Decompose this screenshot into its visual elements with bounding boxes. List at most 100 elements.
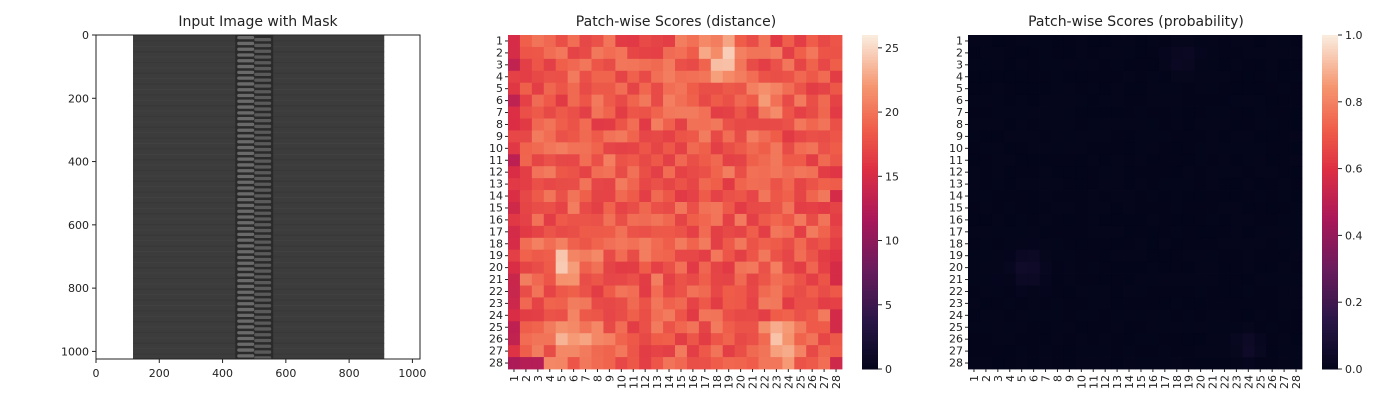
zipper-tooth [254, 257, 272, 262]
x-tick-label: 15 [675, 375, 688, 389]
heatmap-cell [1111, 237, 1124, 251]
heatmap-cell [1278, 321, 1291, 334]
colorbar-gradient-step [1322, 335, 1338, 339]
heatmap-cell [770, 261, 783, 274]
heatmap-cell [734, 130, 747, 143]
colorbar-gradient-step [1322, 118, 1338, 122]
colorbar-gradient-step [862, 260, 878, 264]
heatmap-cell [543, 285, 557, 298]
y-tick-label: 1 [956, 34, 963, 47]
heatmap-cell [782, 345, 795, 358]
heatmap-cell [1218, 190, 1231, 203]
colorbar-gradient-step [1322, 179, 1338, 184]
heatmap-cell [591, 58, 604, 72]
heatmap-cell [1158, 70, 1172, 84]
y-tick-label: 10 [489, 142, 503, 155]
heatmap-cell [1135, 130, 1148, 143]
y-tick-label: 7 [496, 106, 503, 119]
heatmap-cell [591, 166, 604, 179]
heatmap-cell [794, 202, 807, 215]
heatmap-cell [1230, 345, 1243, 358]
heatmap-cell [979, 166, 993, 179]
heatmap-cell [818, 94, 831, 107]
colorbar-gradient-step [1322, 76, 1338, 81]
heatmap-cell [1123, 166, 1136, 179]
zipper-tooth [254, 78, 272, 82]
heatmap-cell [1123, 333, 1136, 346]
heatmap-cell [603, 285, 616, 298]
heatmap-cell [663, 285, 676, 298]
zipper-tooth [237, 250, 255, 254]
heatmap-cell [1123, 190, 1136, 203]
heatmap-cell [1063, 82, 1076, 96]
heatmap-cell [519, 106, 533, 119]
x-tick-label: 21 [1207, 375, 1220, 389]
heatmap-cell [710, 249, 724, 263]
heatmap-cell [770, 297, 783, 310]
colorbar-gradient-step [1322, 302, 1338, 306]
heatmap-cell [1111, 58, 1124, 72]
zipper-tooth [237, 232, 255, 236]
heatmap-cell [1266, 154, 1279, 167]
heatmap-cell [1254, 225, 1267, 239]
heatmap-cell [1003, 202, 1017, 215]
heatmap-cell [991, 190, 1005, 203]
zipper-tooth [254, 43, 272, 48]
x-tick-label: 12 [1099, 375, 1112, 389]
heatmap-cell [1135, 190, 1148, 203]
heatmap-cell [722, 249, 736, 263]
heatmap-cell [1242, 70, 1255, 84]
heatmap-cell [686, 166, 700, 179]
zipper-tooth [237, 180, 255, 184]
heatmap-cell [710, 118, 724, 131]
heatmap-cell [1170, 285, 1184, 298]
heatmap-cell [1218, 285, 1231, 298]
x-tick-label: 17 [1159, 375, 1172, 389]
heatmap-cell [1158, 249, 1172, 263]
heatmap-cell [1146, 130, 1160, 143]
heatmap-cell [1230, 261, 1243, 274]
heatmap-cell [519, 237, 533, 251]
heatmap-cell [1063, 345, 1076, 358]
heatmap-cell [1027, 46, 1040, 60]
colorbar-gradient-step [862, 293, 878, 298]
heatmap-cell [1003, 70, 1017, 84]
heatmap-cell [794, 297, 807, 310]
heatmap-cell [1158, 237, 1172, 251]
heatmap-cell [1290, 333, 1303, 346]
heatmap-cell [1242, 46, 1255, 60]
heatmap-cell [1111, 46, 1124, 60]
colorbar-gradient-step [862, 154, 878, 158]
heatmap-cell [1182, 142, 1196, 155]
colorbar-gradient-step [862, 40, 878, 44]
y-tick-label: 200 [68, 92, 89, 105]
x-tick-label: 20 [1195, 375, 1208, 389]
heatmap-cell [1146, 166, 1160, 179]
heatmap-cell [1075, 237, 1088, 251]
heatmap-cell [1254, 58, 1267, 72]
heatmap-cell [722, 166, 736, 179]
colorbar-gradient-step [862, 304, 878, 309]
zipper-tooth [237, 145, 255, 150]
colorbar-gradient-step [862, 257, 878, 261]
heatmap-cell [1099, 225, 1112, 239]
heatmap-cell [531, 237, 545, 251]
heatmap-cell [1087, 273, 1100, 286]
heatmap-cell [991, 130, 1005, 143]
heatmap-cell [1003, 106, 1017, 119]
heatmap-cell [1123, 285, 1136, 298]
heatmap-cell [639, 94, 652, 107]
heatmap-cell [567, 297, 580, 310]
heatmap-cell [1075, 106, 1088, 119]
colorbar-gradient-step [862, 101, 878, 106]
heatmap-cell [1039, 70, 1052, 84]
heatmap-cell [1146, 94, 1160, 107]
heatmap-cell [519, 357, 533, 370]
heatmap-cell [1087, 225, 1100, 239]
x-tick-label: 16 [687, 375, 700, 389]
heatmap-cell [1015, 82, 1029, 96]
heatmap-cell [1230, 321, 1243, 334]
heatmap-cell [1075, 46, 1088, 60]
heatmap-cell [1206, 118, 1219, 131]
colorbar-tick-label: 0.6 [1345, 163, 1363, 176]
